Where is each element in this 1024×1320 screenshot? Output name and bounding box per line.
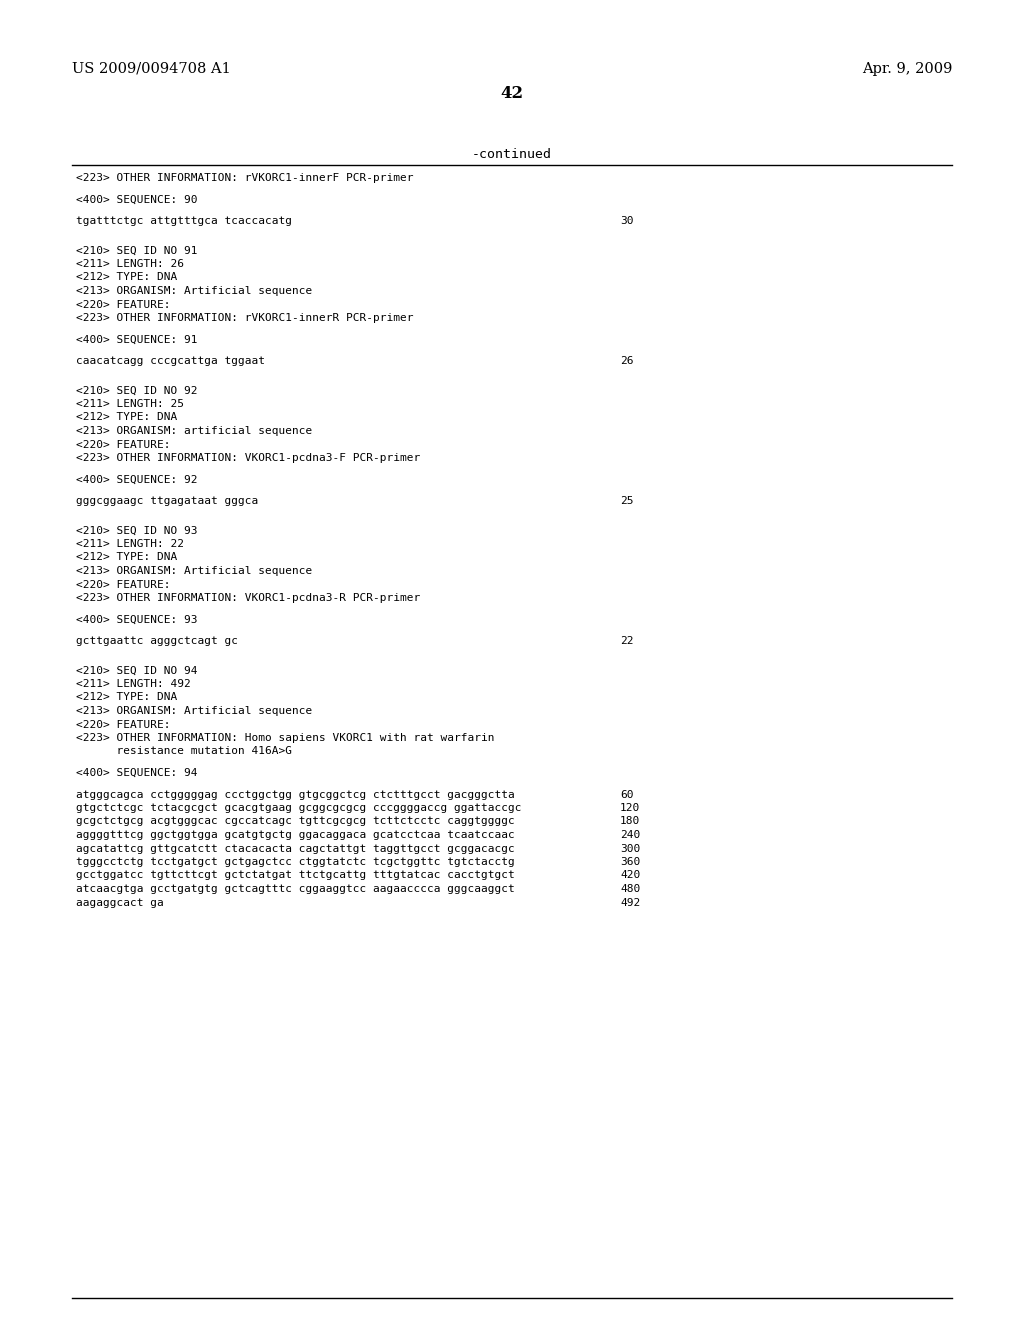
Text: 300: 300: [620, 843, 640, 854]
Text: -continued: -continued: [472, 148, 552, 161]
Text: <400> SEQUENCE: 91: <400> SEQUENCE: 91: [76, 334, 198, 345]
Text: <212> TYPE: DNA: <212> TYPE: DNA: [76, 272, 177, 282]
Text: <210> SEQ ID NO 94: <210> SEQ ID NO 94: [76, 665, 198, 676]
Text: <213> ORGANISM: artificial sequence: <213> ORGANISM: artificial sequence: [76, 426, 312, 436]
Text: gtgctctcgc tctacgcgct gcacgtgaag gcggcgcgcg cccggggaccg ggattaccgc: gtgctctcgc tctacgcgct gcacgtgaag gcggcgc…: [76, 803, 521, 813]
Text: <210> SEQ ID NO 93: <210> SEQ ID NO 93: [76, 525, 198, 536]
Text: <400> SEQUENCE: 93: <400> SEQUENCE: 93: [76, 615, 198, 624]
Text: 120: 120: [620, 803, 640, 813]
Text: US 2009/0094708 A1: US 2009/0094708 A1: [72, 62, 230, 77]
Text: <211> LENGTH: 26: <211> LENGTH: 26: [76, 259, 184, 269]
Text: 420: 420: [620, 870, 640, 880]
Text: 25: 25: [620, 496, 634, 506]
Text: <223> OTHER INFORMATION: VKORC1-pcdna3-R PCR-primer: <223> OTHER INFORMATION: VKORC1-pcdna3-R…: [76, 593, 420, 603]
Text: atcaacgtga gcctgatgtg gctcagtttc cggaaggtcc aagaacccca gggcaaggct: atcaacgtga gcctgatgtg gctcagtttc cggaagg…: [76, 884, 515, 894]
Text: tgatttctgc attgtttgca tcaccacatg: tgatttctgc attgtttgca tcaccacatg: [76, 216, 292, 226]
Text: <223> OTHER INFORMATION: VKORC1-pcdna3-F PCR-primer: <223> OTHER INFORMATION: VKORC1-pcdna3-F…: [76, 453, 420, 463]
Text: <212> TYPE: DNA: <212> TYPE: DNA: [76, 553, 177, 562]
Text: agcatattcg gttgcatctt ctacacacta cagctattgt taggttgcct gcggacacgc: agcatattcg gttgcatctt ctacacacta cagctat…: [76, 843, 515, 854]
Text: 26: 26: [620, 356, 634, 366]
Text: <213> ORGANISM: Artificial sequence: <213> ORGANISM: Artificial sequence: [76, 566, 312, 576]
Text: <220> FEATURE:: <220> FEATURE:: [76, 719, 171, 730]
Text: <223> OTHER INFORMATION: rVKORC1-innerF PCR-primer: <223> OTHER INFORMATION: rVKORC1-innerF …: [76, 173, 414, 183]
Text: <220> FEATURE:: <220> FEATURE:: [76, 300, 171, 309]
Text: <212> TYPE: DNA: <212> TYPE: DNA: [76, 412, 177, 422]
Text: 180: 180: [620, 817, 640, 826]
Text: <213> ORGANISM: Artificial sequence: <213> ORGANISM: Artificial sequence: [76, 286, 312, 296]
Text: <211> LENGTH: 492: <211> LENGTH: 492: [76, 678, 190, 689]
Text: gcgctctgcg acgtgggcac cgccatcagc tgttcgcgcg tcttctcctc caggtggggc: gcgctctgcg acgtgggcac cgccatcagc tgttcgc…: [76, 817, 515, 826]
Text: gggcggaagc ttgagataat gggca: gggcggaagc ttgagataat gggca: [76, 496, 258, 506]
Text: 360: 360: [620, 857, 640, 867]
Text: <213> ORGANISM: Artificial sequence: <213> ORGANISM: Artificial sequence: [76, 706, 312, 715]
Text: 60: 60: [620, 789, 634, 800]
Text: 30: 30: [620, 216, 634, 226]
Text: tgggcctctg tcctgatgct gctgagctcc ctggtatctc tcgctggttc tgtctacctg: tgggcctctg tcctgatgct gctgagctcc ctggtat…: [76, 857, 515, 867]
Text: gcttgaattc agggctcagt gc: gcttgaattc agggctcagt gc: [76, 636, 238, 645]
Text: <220> FEATURE:: <220> FEATURE:: [76, 440, 171, 450]
Text: <210> SEQ ID NO 92: <210> SEQ ID NO 92: [76, 385, 198, 396]
Text: caacatcagg cccgcattga tggaat: caacatcagg cccgcattga tggaat: [76, 356, 265, 366]
Text: 240: 240: [620, 830, 640, 840]
Text: aggggtttcg ggctggtgga gcatgtgctg ggacaggaca gcatcctcaa tcaatccaac: aggggtttcg ggctggtgga gcatgtgctg ggacagg…: [76, 830, 515, 840]
Text: 22: 22: [620, 636, 634, 645]
Text: <211> LENGTH: 22: <211> LENGTH: 22: [76, 539, 184, 549]
Text: <210> SEQ ID NO 91: <210> SEQ ID NO 91: [76, 246, 198, 256]
Text: <400> SEQUENCE: 92: <400> SEQUENCE: 92: [76, 474, 198, 484]
Text: atgggcagca cctgggggag ccctggctgg gtgcggctcg ctctttgcct gacgggctta: atgggcagca cctgggggag ccctggctgg gtgcggc…: [76, 789, 515, 800]
Text: 492: 492: [620, 898, 640, 908]
Text: 480: 480: [620, 884, 640, 894]
Text: <223> OTHER INFORMATION: Homo sapiens VKORC1 with rat warfarin: <223> OTHER INFORMATION: Homo sapiens VK…: [76, 733, 495, 743]
Text: aagaggcact ga: aagaggcact ga: [76, 898, 164, 908]
Text: Apr. 9, 2009: Apr. 9, 2009: [861, 62, 952, 77]
Text: resistance mutation 416A>G: resistance mutation 416A>G: [76, 747, 292, 756]
Text: <211> LENGTH: 25: <211> LENGTH: 25: [76, 399, 184, 409]
Text: <212> TYPE: DNA: <212> TYPE: DNA: [76, 693, 177, 702]
Text: <223> OTHER INFORMATION: rVKORC1-innerR PCR-primer: <223> OTHER INFORMATION: rVKORC1-innerR …: [76, 313, 414, 323]
Text: gcctggatcc tgttcttcgt gctctatgat ttctgcattg tttgtatcac cacctgtgct: gcctggatcc tgttcttcgt gctctatgat ttctgca…: [76, 870, 515, 880]
Text: <220> FEATURE:: <220> FEATURE:: [76, 579, 171, 590]
Text: <400> SEQUENCE: 90: <400> SEQUENCE: 90: [76, 194, 198, 205]
Text: 42: 42: [501, 84, 523, 102]
Text: <400> SEQUENCE: 94: <400> SEQUENCE: 94: [76, 768, 198, 777]
